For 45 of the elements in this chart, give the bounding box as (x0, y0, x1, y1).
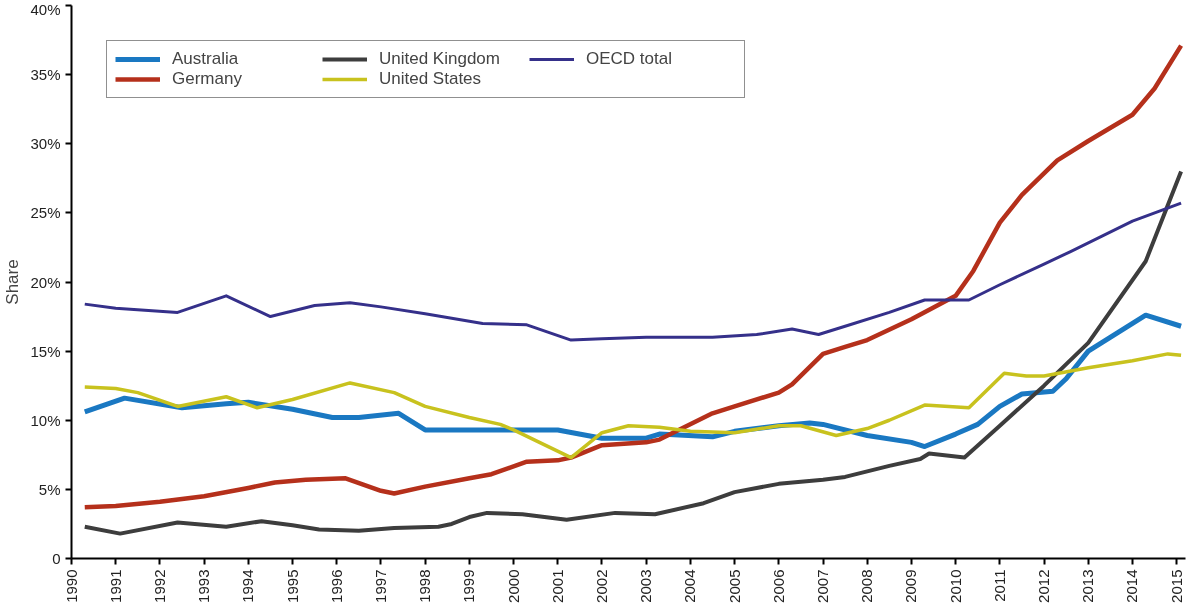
x-tick-label: 2010 (946, 569, 964, 603)
line-series (83, 201, 1183, 342)
x-tick-label: 2002 (592, 569, 610, 603)
y-axis-title: Share (3, 259, 23, 305)
y-tick-label: 30% (30, 135, 61, 153)
y-tick-label: 5% (38, 480, 61, 498)
y-tick-label: 0 (52, 550, 61, 567)
legend-label: Germany (172, 69, 243, 89)
y-tick-label: 15% (30, 342, 61, 360)
x-tick-label: 2015 (1167, 569, 1185, 603)
x-tick-label: 2000 (504, 569, 522, 603)
x-tick-label: 1991 (106, 569, 124, 603)
x-tick-label: 1994 (239, 569, 257, 603)
x-tick-label: 1998 (416, 569, 434, 603)
x-tick-label: 2006 (769, 569, 787, 603)
x-tick-label: 1995 (283, 569, 301, 603)
x-tick-label: 2008 (858, 569, 876, 603)
x-tick-label: 2011 (990, 569, 1008, 602)
y-tick-label: 25% (30, 204, 61, 222)
x-tick-label: 2012 (1035, 569, 1053, 603)
line-series (83, 352, 1183, 460)
y-tick-label: 10% (30, 411, 61, 429)
x-tick-label: 2007 (814, 569, 832, 603)
line-series (82, 43, 1184, 510)
y-tick-label: 35% (30, 66, 61, 84)
legend-label: United Kingdom (379, 49, 501, 69)
x-tick-label: 1992 (150, 569, 168, 603)
x-tick-label: 1996 (327, 569, 345, 603)
legend-label: OECD total (586, 49, 673, 69)
legend-label: United States (379, 69, 483, 89)
x-tick-label: 2004 (681, 569, 699, 603)
x-tick-label: 1999 (460, 569, 478, 603)
legend-label: Australia (172, 49, 240, 69)
x-tick-label: 2005 (725, 569, 743, 603)
x-tick-label: 2001 (548, 569, 566, 603)
y-tick-label: 20% (30, 273, 61, 291)
x-tick-label: 1990 (62, 569, 80, 603)
x-tick-label: 2014 (1123, 569, 1141, 603)
x-tick-label: 2009 (902, 569, 920, 603)
x-tick-label: 1997 (371, 569, 389, 603)
x-tick-label: 2003 (637, 569, 655, 603)
line-series (82, 169, 1184, 536)
x-tick-label: 1993 (195, 569, 213, 603)
x-tick-label: 2013 (1079, 569, 1097, 603)
y-tick-label: 40% (30, 0, 61, 18)
